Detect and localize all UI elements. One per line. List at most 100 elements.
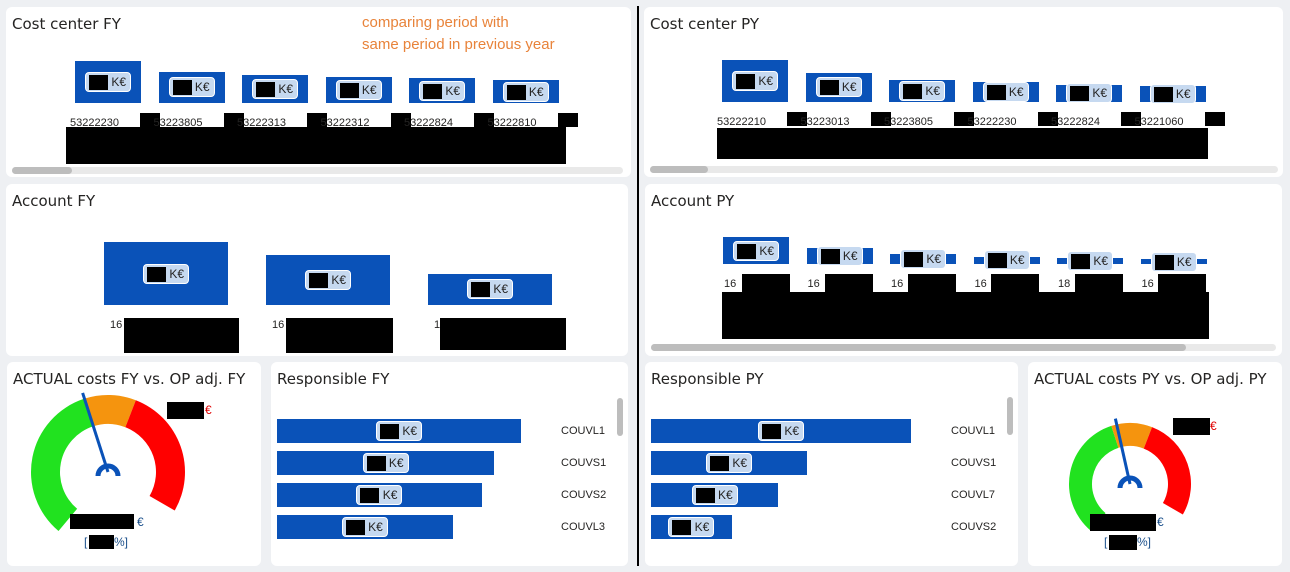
unit-label: K€ [694, 520, 710, 534]
value-label: K€ [1066, 83, 1112, 104]
redaction-block [70, 514, 134, 529]
redaction-mask [904, 251, 923, 267]
scrollbar-thumb[interactable] [12, 167, 72, 174]
cost-center-py-scrollbar[interactable] [650, 166, 1278, 173]
gauge-fy-value-currency: € [137, 515, 144, 529]
gauge-py-pct-open: [ [1104, 535, 1108, 549]
row-label: COUVS1 [951, 457, 997, 469]
redaction-block [307, 113, 327, 127]
value-label: K€ [1067, 251, 1113, 272]
gauge-green-zone [1069, 425, 1119, 531]
gauge-needle [81, 392, 110, 473]
unit-label: K€ [1175, 86, 1191, 101]
period-note-line-2: same period in previous year [362, 36, 555, 53]
redaction-block [124, 318, 239, 353]
gauge-py-pct-close: %] [1137, 535, 1152, 549]
value-label: K€ [356, 485, 403, 505]
unit-label: K€ [402, 424, 417, 438]
account-py-panel: Account PY K€ 16 K€ 16 K€ 16 K€ 16 K€ 18 K€ 16 [645, 184, 1282, 356]
redaction-block [1158, 274, 1206, 294]
column-label: 53222824 [1051, 116, 1100, 128]
gauge-fy-pct-close: %] [114, 535, 129, 549]
row-label: COUVS2 [561, 489, 607, 501]
unit-label: K€ [758, 74, 773, 88]
redaction-mask [345, 520, 365, 535]
redaction-block [825, 274, 873, 294]
unit-label: K€ [445, 83, 460, 98]
cost-center-fy-scrollbar[interactable] [12, 167, 623, 174]
redaction-mask [762, 424, 781, 439]
value-label: K€ [419, 80, 465, 101]
redaction-mask [695, 488, 715, 503]
redaction-block [390, 113, 411, 127]
responsible-fy-panel: Responsible FY K€ COUVL1 K€ COUVS1 K€ COUVS2 K… [271, 362, 628, 566]
redaction-block [1090, 514, 1156, 531]
gauge-red-zone [125, 400, 186, 511]
redaction-mask [366, 456, 386, 471]
redaction-mask [903, 83, 922, 99]
column-label: 16 [110, 319, 123, 331]
redaction-block [787, 112, 807, 126]
column-label: 53222230 [70, 117, 119, 129]
redaction-block [908, 274, 956, 294]
redaction-block [66, 127, 566, 164]
account-fy-title: Account FY [12, 192, 96, 210]
value-label: K€ [502, 81, 549, 102]
responsible-fy-title: Responsible FY [277, 370, 390, 388]
value-label: K€ [252, 79, 298, 99]
value-label: K€ [733, 240, 779, 261]
redaction-mask [672, 520, 692, 535]
redaction-mask [819, 80, 839, 96]
gauge-py-title: ACTUAL costs PY vs. OP adj. PY [1034, 370, 1267, 388]
unit-label: K€ [388, 456, 404, 470]
redaction-mask [506, 84, 526, 100]
scrollbar-thumb[interactable] [650, 166, 708, 173]
redaction-mask [89, 75, 108, 90]
gauge-green-zone [30, 398, 94, 531]
responsible-py-panel: Responsible PY K€ COUVL1 K€ COUVS1 K€ COUVL7 K… [645, 362, 1018, 566]
column-label: 16 [974, 278, 987, 290]
unit-label: K€ [926, 251, 941, 266]
value-label: K€ [143, 263, 189, 284]
center-divider [637, 6, 639, 566]
redaction-mask [987, 253, 1007, 269]
unit-label: K€ [368, 520, 383, 534]
account-fy-panel: Account FY K€16K€16K€16 [6, 184, 628, 356]
responsible-py-scrollbar[interactable] [1007, 397, 1013, 435]
gauge-hub [95, 463, 121, 477]
gauge-py-target-currency: € [1210, 419, 1217, 433]
cost-center-fy-title: Cost center FY [12, 15, 121, 33]
value-label: K€ [815, 77, 862, 98]
value-label: K€ [900, 248, 946, 269]
unit-label: K€ [111, 75, 126, 89]
account-py-scrollbar[interactable] [651, 344, 1276, 351]
redaction-block [1204, 112, 1225, 126]
value-label: K€ [983, 250, 1030, 271]
row-label: COUVL1 [951, 425, 996, 437]
value-label: K€ [816, 245, 863, 266]
redaction-mask [256, 82, 275, 97]
column-label: 18 [1058, 278, 1071, 290]
redaction-block [557, 113, 578, 127]
redaction-block [717, 128, 1208, 159]
redaction-block [742, 274, 790, 294]
gauge-needle [1113, 418, 1132, 485]
unit-label: K€ [1093, 254, 1108, 269]
redaction-block [954, 112, 974, 126]
responsible-py-title: Responsible PY [651, 370, 764, 388]
value-label: K€ [1150, 251, 1197, 272]
row-label: COUVL3 [561, 521, 606, 533]
cost-center-py-panel: Cost center PY K€ 53222210 K€ 53223013 K€ 532… [644, 7, 1283, 177]
unit-label: K€ [718, 488, 733, 502]
unit-label: K€ [1176, 254, 1192, 269]
scrollbar-thumb[interactable] [651, 344, 1186, 351]
cost-center-py-title: Cost center PY [650, 15, 760, 33]
period-note: comparing period with same period in pre… [362, 12, 555, 56]
unit-label: K€ [493, 282, 508, 297]
value-label: K€ [706, 453, 752, 473]
row-label: COUVL1 [561, 425, 606, 437]
gauge-orange-zone [84, 395, 136, 428]
column-label: 53222810 [487, 117, 537, 129]
responsible-fy-scrollbar[interactable] [617, 398, 623, 436]
value-label: K€ [1149, 83, 1196, 104]
